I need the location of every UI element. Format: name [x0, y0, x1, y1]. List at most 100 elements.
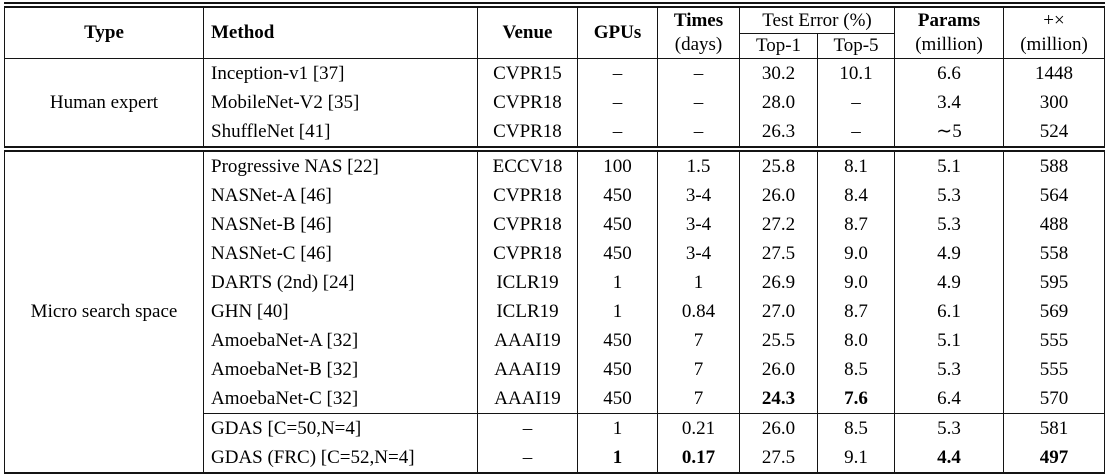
method-cell: AmoebaNet-A [32] [203, 326, 478, 355]
top1-cell: 25.5 [739, 326, 818, 355]
gpus-cell: 450 [577, 210, 658, 239]
params-cell: 6.4 [894, 384, 1004, 414]
col-header-params-line2: (million) [915, 34, 983, 55]
gpus-cell: 100 [577, 146, 658, 181]
gpus-cell: 450 [577, 326, 658, 355]
params-cell: 6.1 [894, 297, 1004, 326]
times-cell: 3-4 [657, 210, 740, 239]
table-row: GDAS (FRC) [C=52,N=4] –1 0.17 27.5 9.1 4.4 497 [5, 443, 1105, 475]
col-header-type: Type [4, 5, 204, 59]
method-cell: NASNet-B [46] [203, 210, 478, 239]
method-cell: Progressive NAS [22] [203, 146, 478, 181]
params-cell: 6.6 [894, 58, 1004, 88]
header-row-2: Top-1 Top-5 [5, 33, 1105, 59]
col-header-times-line2: (days) [674, 34, 723, 55]
col-header-top5: Top-5 [817, 33, 895, 59]
times-cell: 0.17 [657, 443, 740, 475]
top5-cell: 8.0 [817, 326, 895, 355]
type-group-cell: Micro search space [4, 146, 204, 475]
times-cell: – [657, 88, 740, 117]
venue-cell: CVPR18 [477, 210, 578, 239]
table-row: AmoebaNet-A [32] AAAI19 450 7 25.5 8.0 5.1 555 [5, 326, 1105, 355]
flops-cell: 524 [1003, 117, 1105, 149]
col-header-method: Method [203, 5, 478, 59]
method-cell: GDAS [C=50,N=4] [203, 413, 478, 443]
times-cell: – [657, 117, 740, 149]
top5-cell: 8.4 [817, 181, 895, 210]
times-cell: 7 [657, 326, 740, 355]
top5-cell: 10.1 [817, 58, 895, 88]
top1-cell: 26.9 [739, 268, 818, 297]
top1-cell: 30.2 [739, 58, 818, 88]
top1-cell: 27.2 [739, 210, 818, 239]
top1-cell: 27.5 [739, 239, 818, 268]
venue-cell: AAAI19 [477, 384, 578, 414]
flops-cell: 497 [1003, 443, 1105, 475]
top5-cell: 8.7 [817, 297, 895, 326]
params-cell: 4.9 [894, 268, 1004, 297]
params-cell: 4.9 [894, 239, 1004, 268]
top5-cell: 8.7 [817, 210, 895, 239]
table-row: Human expert Inception-v1 [37] CVPR15– –30.… [4, 58, 1105, 149]
times-cell: 3-4 [657, 181, 740, 210]
top5-cell: 8.1 [817, 146, 895, 181]
gpus-cell: 1 [577, 297, 658, 326]
type-group-cell: Human expert [4, 58, 204, 149]
col-header-test-error: Test Error (%) [739, 5, 895, 34]
table-row: NASNet-A [46] CVPR18 450 3-4 26.0 8.4 5.3 564 [5, 181, 1105, 210]
top5-cell: 8.5 [817, 355, 895, 384]
gpus-cell: 1 [577, 413, 658, 443]
venue-cell: CVPR18 [477, 239, 578, 268]
table-row: NASNet-C [46] CVPR18 450 3-4 27.5 9.0 4.9 558 [5, 239, 1105, 268]
top5-cell: 9.0 [817, 239, 895, 268]
venue-cell: ICLR19 [477, 297, 578, 326]
table-row: ShuffleNet [41] CVPR18– –26.3– ∼5 524 [5, 117, 1105, 149]
header-row-1: Type Method Venue GPUs Times (days) Test… [4, 5, 1105, 59]
top1-cell: 26.0 [739, 181, 818, 210]
table-row: NASNet-B [46] CVPR18 450 3-4 27.2 8.7 5.3 488 [5, 210, 1105, 239]
params-cell: 5.3 [894, 181, 1004, 210]
col-header-top1: Top-1 [739, 33, 818, 59]
times-cell: 3-4 [657, 239, 740, 268]
venue-cell: CVPR18 [477, 88, 578, 117]
times-cell: 1.5 [657, 146, 740, 181]
col-header-flops: +× (million) [1003, 5, 1105, 59]
params-cell: 5.1 [894, 326, 1004, 355]
venue-cell: AAAI19 [477, 326, 578, 355]
flops-cell: 595 [1003, 268, 1105, 297]
venue-cell: CVPR18 [477, 181, 578, 210]
flops-cell: 564 [1003, 181, 1105, 210]
col-header-flops-line1: +× [1043, 10, 1065, 31]
top1-cell: 27.0 [739, 297, 818, 326]
params-cell: 4.4 [894, 443, 1004, 475]
method-cell: NASNet-C [46] [203, 239, 478, 268]
table-row: GDAS [C=50,N=4] –1 0.21 26.0 8.5 5.3 581 [5, 413, 1105, 443]
table-row: MobileNet-V2 [35] CVPR18– –28.0–3.4 300 [5, 88, 1105, 117]
times-cell: 1 [657, 268, 740, 297]
times-cell: 0.84 [657, 297, 740, 326]
times-cell: 7 [657, 384, 740, 414]
top5-cell: 9.1 [817, 443, 895, 475]
col-header-params: Params (million) [894, 5, 1004, 59]
params-cell: 3.4 [894, 88, 1004, 117]
gpus-cell: – [577, 88, 658, 117]
gpus-cell: 450 [577, 181, 658, 210]
times-cell: 7 [657, 355, 740, 384]
table-row: GHN [40] ICLR19 1 0.84 27.0 8.7 6.1 569 [5, 297, 1105, 326]
params-cell: 5.3 [894, 210, 1004, 239]
venue-cell: CVPR18 [477, 117, 578, 149]
col-header-flops-line2: (million) [1020, 34, 1088, 55]
top1-cell: 28.0 [739, 88, 818, 117]
flops-cell: 300 [1003, 88, 1105, 117]
params-cell: 5.3 [894, 355, 1004, 384]
flops-cell: 581 [1003, 413, 1105, 443]
table-body: Human expert Inception-v1 [37] CVPR15– –30.… [4, 58, 1105, 475]
venue-cell: – [477, 443, 578, 475]
venue-cell: ICLR19 [477, 268, 578, 297]
gpus-cell: 450 [577, 239, 658, 268]
col-header-gpus: GPUs [577, 5, 658, 59]
top5-cell: 7.6 [817, 384, 895, 414]
times-cell: 0.21 [657, 413, 740, 443]
table-header: Type Method Venue GPUs Times (days) Test… [4, 5, 1105, 59]
method-cell: AmoebaNet-B [32] [203, 355, 478, 384]
